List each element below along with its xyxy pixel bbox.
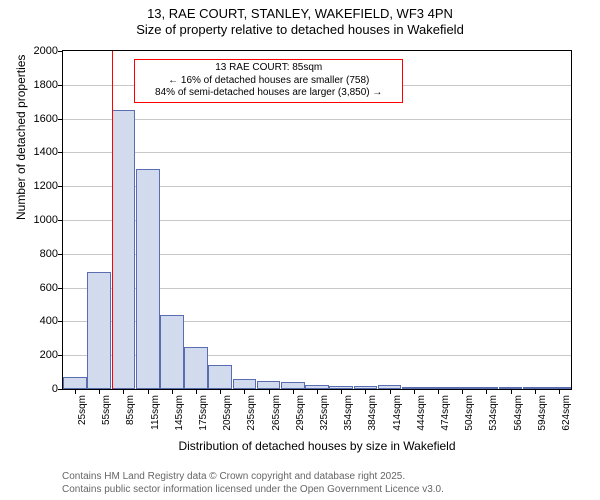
histogram-bar [160,315,184,389]
x-tick-mark [390,389,391,394]
x-tick-label: 175sqm [198,395,209,431]
histogram-bar [112,110,136,389]
x-tick-label: 145sqm [174,395,185,431]
y-tick-mark [58,152,63,153]
x-tick-mark [99,389,100,394]
histogram-bar [233,379,257,389]
x-tick-label: 414sqm [392,395,403,431]
x-tick-label: 55sqm [101,395,112,425]
y-tick-label: 1800 [34,79,58,91]
y-tick-mark [58,85,63,86]
x-tick-mark [75,389,76,394]
x-tick-label: 205sqm [222,395,233,431]
x-tick-mark [196,389,197,394]
histogram-bar [257,381,281,389]
y-tick-mark [58,186,63,187]
y-tick-label: 0 [52,383,58,395]
title-subtitle: Size of property relative to detached ho… [0,22,600,38]
x-tick-label: 25sqm [77,395,88,425]
histogram-bar [136,169,160,389]
histogram-bar [63,377,87,389]
histogram-bar [208,365,232,389]
x-tick-label: 444sqm [416,395,427,431]
y-tick-label: 2000 [34,45,58,57]
x-tick-mark [293,389,294,394]
x-tick-label: 384sqm [367,395,378,431]
histogram-bar [184,347,208,389]
x-tick-mark [486,389,487,394]
x-tick-label: 115sqm [150,395,161,430]
x-tick-label: 564sqm [513,395,524,431]
gridline [63,119,571,120]
x-tick-mark [244,389,245,394]
x-tick-mark [511,389,512,394]
x-tick-label: 624sqm [561,395,572,431]
y-tick-mark [58,321,63,322]
y-tick-mark [58,220,63,221]
histogram-bar [281,382,305,389]
y-tick-mark [58,119,63,120]
x-tick-mark [220,389,221,394]
x-tick-mark [317,389,318,394]
x-tick-mark [462,389,463,394]
title-address: 13, RAE COURT, STANLEY, WAKEFIELD, WF3 4… [0,6,600,22]
y-tick-label: 400 [40,315,58,327]
y-tick-mark [58,288,63,289]
histogram-chart: Distribution of detached houses by size … [62,50,572,390]
x-tick-mark [172,389,173,394]
y-tick-label: 1400 [34,146,58,158]
x-tick-mark [414,389,415,394]
y-tick-label: 600 [40,282,58,294]
y-tick-label: 1000 [34,214,58,226]
x-axis-title: Distribution of detached houses by size … [63,439,571,453]
y-tick-mark [58,389,63,390]
x-tick-label: 325sqm [319,395,330,431]
y-tick-label: 1600 [34,113,58,125]
y-axis-title: Number of detached properties [14,55,28,220]
info-line-2: ← 16% of detached houses are smaller (75… [141,75,396,88]
x-tick-mark [341,389,342,394]
x-tick-mark [438,389,439,394]
x-tick-label: 265sqm [271,395,282,431]
x-tick-label: 504sqm [464,395,475,431]
y-tick-label: 800 [40,248,58,260]
reference-info-box: 13 RAE COURT: 85sqm ← 16% of detached ho… [134,59,403,103]
x-tick-label: 594sqm [537,395,548,431]
y-tick-mark [58,254,63,255]
footer-line-2: Contains public sector information licen… [62,484,444,497]
x-tick-label: 235sqm [246,395,257,431]
x-tick-mark [123,389,124,394]
x-tick-label: 85sqm [125,395,136,425]
title-block: 13, RAE COURT, STANLEY, WAKEFIELD, WF3 4… [0,0,600,39]
y-tick-mark [58,355,63,356]
y-tick-label: 1200 [34,180,58,192]
x-tick-mark [559,389,560,394]
y-tick-label: 200 [40,349,58,361]
footer-attribution: Contains HM Land Registry data © Crown c… [62,471,444,496]
y-tick-mark [58,51,63,52]
x-tick-mark [365,389,366,394]
x-tick-label: 295sqm [295,395,306,431]
x-tick-label: 534sqm [488,395,499,431]
gridline [63,152,571,153]
x-tick-label: 354sqm [343,395,354,431]
reference-line [112,51,113,389]
x-tick-mark [269,389,270,394]
info-line-3: 84% of semi-detached houses are larger (… [141,87,396,100]
x-tick-mark [535,389,536,394]
x-tick-label: 474sqm [440,395,451,431]
info-line-1: 13 RAE COURT: 85sqm [141,62,396,75]
x-tick-mark [148,389,149,394]
histogram-bar [87,272,111,389]
footer-line-1: Contains HM Land Registry data © Crown c… [62,471,444,484]
